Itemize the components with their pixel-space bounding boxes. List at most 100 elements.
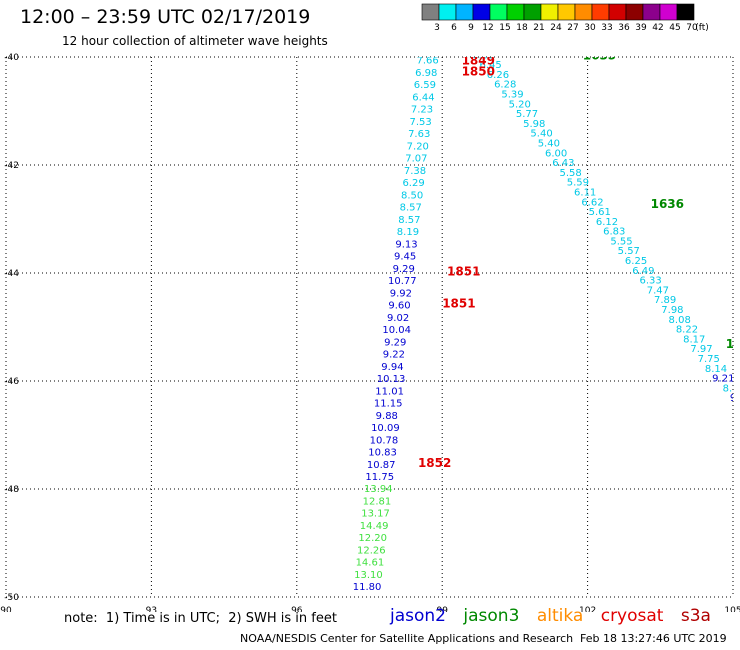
- wave-height-obs-west: 9.29: [393, 264, 415, 275]
- x-tick-label: 99: [436, 606, 448, 612]
- y-tick-label: -42: [4, 161, 19, 171]
- wave-height-obs-west: 11.15: [374, 399, 403, 410]
- wave-height-obs-east: 6.49: [632, 266, 654, 277]
- wave-height-obs-east: 8.7: [723, 383, 739, 394]
- wave-height-obs-west: 9.29: [384, 337, 406, 348]
- wave-height-obs-west: 9.94: [381, 362, 403, 373]
- scale-value: 30: [584, 23, 596, 33]
- wave-height-obs-west: 14.49: [360, 521, 389, 532]
- pass-time-label: 1849: [462, 54, 495, 68]
- scale-value: 18: [516, 23, 528, 33]
- y-tick-label: -48: [4, 485, 19, 495]
- legend-altika: altika: [536, 606, 584, 626]
- wave-height-obs-east: 6.25: [625, 256, 647, 267]
- wave-height-obs-east: 7.47: [647, 285, 669, 296]
- wave-height-obs-west: 6.44: [412, 92, 434, 103]
- wave-height-obs-west: 9.92: [390, 288, 412, 299]
- scale-value: 9: [468, 23, 474, 33]
- scale-value: 12: [482, 23, 493, 33]
- wave-height-obs-west: 7.23: [411, 105, 433, 116]
- x-tick-label: 102: [579, 606, 596, 612]
- wave-height-obs-west: 7.07: [405, 154, 427, 165]
- x-tick-label: 93: [146, 606, 157, 612]
- wave-height-obs-east: 5.61: [589, 207, 611, 218]
- y-tick-label: -44: [4, 269, 19, 279]
- legend-s3a: s3a: [680, 606, 711, 626]
- wave-height-obs-west: 10.09: [371, 423, 400, 434]
- pass-time-label: 1: [726, 337, 734, 351]
- scale-value: 6: [451, 23, 457, 33]
- wave-height-obs-east: 6.11: [574, 187, 596, 198]
- footnote: note: 1) Time is in UTC; 2) SWH is in fe…: [64, 611, 337, 626]
- y-tick-label: -40: [4, 53, 19, 63]
- legend-jason3: jason3: [463, 606, 520, 626]
- wave-height-obs-east: 7.89: [654, 295, 676, 306]
- wave-height-obs-west: 14.61: [356, 558, 385, 569]
- wave-height-obs-east: 5.39: [501, 89, 523, 100]
- scale-value: 24: [550, 23, 562, 33]
- y-tick-label: -50: [4, 593, 19, 603]
- wave-height-obs-west: 10.13: [377, 374, 406, 385]
- scale-value: 70: [686, 23, 698, 33]
- wave-height-obs-east: 5.98: [523, 119, 545, 130]
- wave-height-obs-east: 5.40: [530, 129, 552, 140]
- wave-height-obs-east: 6.83: [603, 227, 625, 238]
- wave-height-obs-west: 6.98: [415, 68, 437, 79]
- wave-height-obs-east: 6.30: [472, 50, 494, 61]
- wave-height-obs-west: 10.77: [388, 276, 417, 287]
- wave-height-obs-west: 9.02: [387, 313, 409, 324]
- scale-value: 3: [434, 23, 440, 33]
- wave-height-obs-west: 10.83: [368, 448, 397, 459]
- x-tick-label: 96: [291, 606, 303, 612]
- wave-height-obs-east: 8.22: [676, 325, 698, 336]
- pass-time-label: 1636: [651, 197, 684, 211]
- scale-value: 15: [499, 23, 510, 33]
- wave-height-obs-west: 10.78: [370, 435, 399, 446]
- wave-height-obs-west: 6.29: [402, 178, 424, 189]
- scale-value: 27: [567, 23, 578, 33]
- wave-height-obs-west: 7.66: [417, 56, 439, 67]
- wave-height-obs-west: 9.60: [388, 301, 410, 312]
- pass-time-label: 1851: [442, 297, 475, 311]
- wave-height-obs-west: 13.94: [364, 484, 393, 495]
- wave-height-obs-east: 5.58: [560, 168, 582, 179]
- wave-height-obs-west: 7.38: [404, 166, 426, 177]
- wave-height-obs-west: 12.81: [363, 496, 392, 507]
- wave-height-obs-east: 8.17: [683, 334, 705, 345]
- pass-time-label: 1635: [583, 48, 616, 62]
- wave-height-obs-east: 8.14: [705, 364, 727, 375]
- wave-height-obs-west: 10.87: [367, 460, 396, 471]
- legend-cryosat: cryosat: [600, 606, 664, 626]
- color-scale-legend: 3 6 9 12 15 18 21 24 27 30 33 36 39 42 45 70(ft): [421, 3, 709, 33]
- wave-height-obs-west: 11.01: [375, 386, 404, 397]
- wave-height-obs-east: 6.28: [494, 80, 516, 91]
- x-tick-label: 105: [724, 606, 740, 612]
- wave-height-obs-west: 8.19: [397, 227, 419, 238]
- wave-height-obs-east: 7.97: [690, 344, 712, 355]
- wave-height-obs-west: 7.20: [407, 141, 429, 152]
- wave-height-obs-east: 6.00: [545, 148, 567, 159]
- pass-time-label: 1851: [447, 264, 480, 278]
- wave-height-obs-west: 10.04: [382, 325, 411, 336]
- legend-jason2: jason2: [390, 606, 446, 626]
- wave-height-obs-east: 8.08: [669, 315, 691, 326]
- wave-height-obs-east: 5.57: [618, 246, 640, 257]
- scale-value: 39: [635, 23, 647, 33]
- pass-time-label: 1850: [462, 65, 495, 79]
- wave-height-map: 90 93 96 99 102 105 -40 -42 -44 -46 -48 -50 7.666.98…: [0, 48, 740, 612]
- wave-height-obs-west: 8.57: [398, 215, 420, 226]
- wave-height-obs-east: 6.26: [487, 70, 509, 81]
- credit-line: NOAA/NESDIS Center for Satellite Applica…: [240, 632, 574, 645]
- y-tick-label: -46: [4, 377, 19, 387]
- wave-height-obs-east: 5.20: [509, 99, 531, 110]
- scale-value: 33: [601, 23, 612, 33]
- wave-height-obs-west: 12.20: [358, 533, 387, 544]
- wave-height-obs-east: 6.12: [596, 217, 618, 228]
- satellite-legend: jason2 jason3 altika cryosat s3a: [390, 606, 723, 626]
- wave-height-obs-west: 9.22: [383, 350, 405, 361]
- scale-value: 45: [669, 23, 680, 33]
- wave-height-obs-west: 8.50: [401, 190, 423, 201]
- wave-height-obs-east: 9.0: [730, 393, 740, 404]
- wave-height-obs-west: 9.13: [395, 239, 417, 250]
- x-tick-label: 90: [0, 606, 12, 612]
